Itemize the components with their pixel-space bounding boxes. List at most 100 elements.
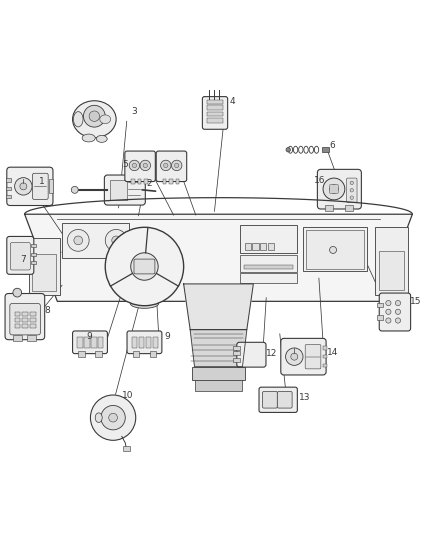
Circle shape: [386, 309, 391, 314]
Text: 13: 13: [298, 393, 310, 402]
Circle shape: [71, 187, 78, 193]
Circle shape: [395, 318, 401, 323]
Bar: [91, 337, 97, 348]
FancyBboxPatch shape: [156, 151, 187, 182]
Bar: [14, 318, 20, 322]
Text: 3: 3: [132, 107, 137, 116]
Circle shape: [131, 253, 158, 280]
Circle shape: [132, 163, 137, 167]
Bar: [123, 447, 130, 451]
Bar: [6, 187, 11, 190]
FancyBboxPatch shape: [277, 392, 292, 408]
Circle shape: [174, 163, 179, 167]
Bar: [378, 303, 383, 308]
Circle shape: [260, 275, 264, 279]
Bar: [233, 346, 240, 350]
FancyBboxPatch shape: [202, 96, 228, 130]
Text: 6: 6: [329, 141, 335, 150]
Bar: [245, 244, 251, 249]
Circle shape: [350, 189, 354, 192]
Bar: [98, 337, 104, 348]
Text: 2: 2: [147, 179, 152, 188]
Bar: [268, 244, 274, 249]
Circle shape: [252, 275, 256, 279]
Circle shape: [244, 275, 248, 279]
Bar: [30, 318, 35, 322]
Bar: [345, 205, 353, 211]
Bar: [138, 179, 142, 184]
FancyBboxPatch shape: [32, 173, 48, 199]
Bar: [303, 227, 367, 271]
Circle shape: [89, 111, 100, 122]
Bar: [325, 205, 333, 211]
Bar: [323, 346, 327, 350]
Circle shape: [74, 236, 83, 245]
Circle shape: [386, 318, 391, 323]
Bar: [132, 179, 135, 184]
Bar: [132, 337, 137, 348]
Bar: [378, 316, 383, 320]
Bar: [32, 254, 56, 292]
FancyBboxPatch shape: [10, 243, 30, 270]
Circle shape: [395, 301, 401, 306]
Ellipse shape: [73, 101, 116, 138]
Ellipse shape: [73, 111, 83, 127]
Bar: [233, 351, 240, 356]
Bar: [145, 179, 148, 184]
Bar: [84, 337, 90, 348]
Bar: [95, 351, 102, 357]
Circle shape: [386, 301, 391, 306]
Bar: [22, 312, 28, 316]
Ellipse shape: [130, 298, 159, 308]
Bar: [29, 238, 59, 295]
Bar: [169, 179, 173, 184]
Bar: [192, 367, 245, 379]
Bar: [137, 262, 152, 303]
FancyBboxPatch shape: [263, 392, 277, 408]
Text: 5: 5: [123, 159, 128, 168]
Circle shape: [101, 406, 125, 430]
Bar: [207, 106, 223, 110]
Circle shape: [14, 177, 32, 195]
FancyBboxPatch shape: [104, 175, 146, 205]
Bar: [49, 180, 53, 193]
Bar: [78, 351, 85, 357]
Bar: [240, 255, 297, 272]
Text: 1: 1: [39, 177, 45, 186]
Bar: [27, 335, 36, 341]
Bar: [31, 261, 36, 264]
FancyBboxPatch shape: [329, 184, 338, 193]
Bar: [253, 244, 259, 249]
Circle shape: [329, 246, 336, 253]
Circle shape: [160, 160, 171, 171]
Circle shape: [105, 230, 127, 251]
Text: 9: 9: [86, 332, 92, 341]
Text: 10: 10: [122, 391, 133, 400]
Circle shape: [268, 275, 271, 279]
Circle shape: [13, 288, 21, 297]
Polygon shape: [190, 330, 247, 367]
Circle shape: [291, 353, 298, 360]
Circle shape: [350, 196, 354, 199]
Text: 12: 12: [267, 349, 278, 358]
Circle shape: [163, 163, 168, 167]
Bar: [176, 179, 179, 184]
Bar: [14, 312, 20, 316]
FancyBboxPatch shape: [7, 237, 34, 274]
FancyBboxPatch shape: [125, 151, 155, 182]
Bar: [110, 180, 127, 200]
Circle shape: [350, 181, 354, 184]
Bar: [139, 337, 144, 348]
Circle shape: [329, 184, 338, 193]
Bar: [14, 324, 20, 328]
FancyBboxPatch shape: [305, 344, 321, 369]
Bar: [163, 179, 166, 184]
Text: 14: 14: [326, 348, 338, 357]
Bar: [22, 324, 28, 328]
Bar: [240, 272, 297, 283]
Bar: [129, 236, 155, 258]
Bar: [133, 351, 139, 357]
Circle shape: [83, 106, 105, 127]
Circle shape: [67, 230, 89, 251]
FancyBboxPatch shape: [134, 259, 155, 274]
